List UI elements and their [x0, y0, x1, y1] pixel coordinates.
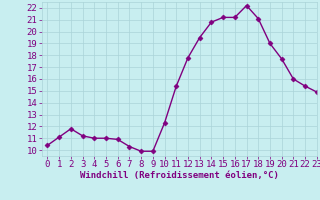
X-axis label: Windchill (Refroidissement éolien,°C): Windchill (Refroidissement éolien,°C)	[80, 171, 279, 180]
